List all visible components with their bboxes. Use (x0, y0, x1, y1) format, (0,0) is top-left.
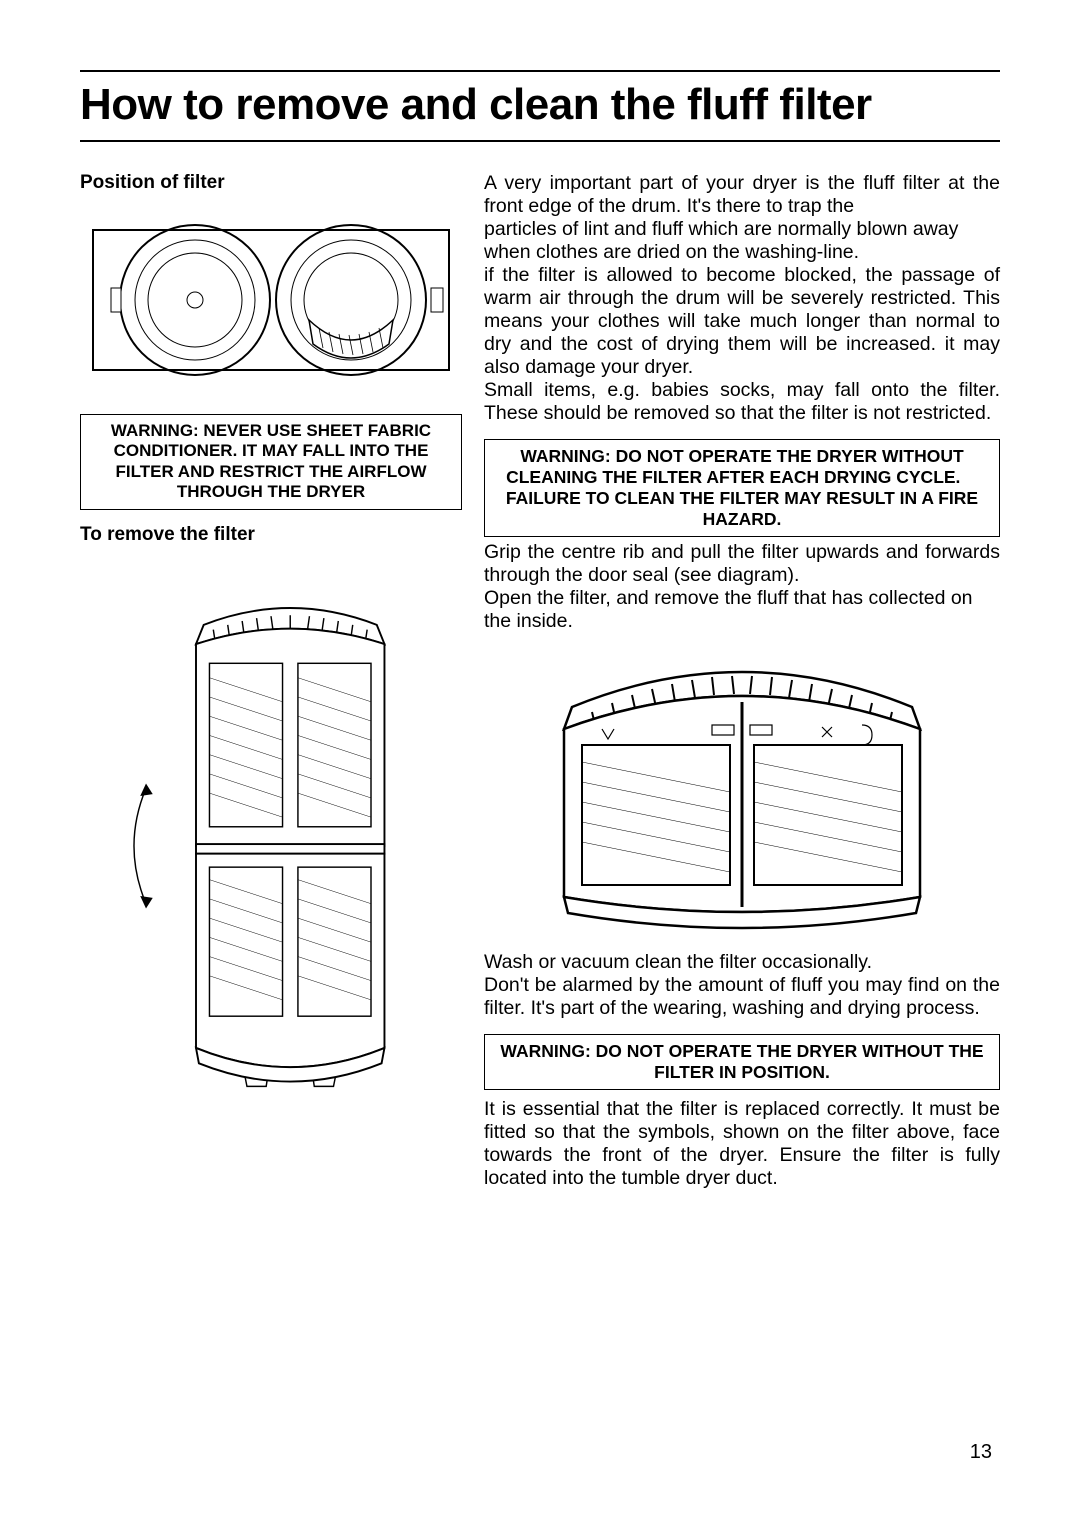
title-rule-box: How to remove and clean the fluff filter (80, 70, 1000, 142)
figure-filter-folded (80, 586, 462, 1106)
intro-para-4: Small items, e.g. babies socks, may fall… (484, 379, 1000, 425)
drum-position-illustration (91, 200, 451, 400)
intro-para-3: if the filter is allowed to become block… (484, 264, 1000, 379)
page-number: 13 (970, 1441, 992, 1464)
subhead-remove: To remove the filter (80, 524, 462, 546)
intro-para-2: particles of lint and fluff which are no… (484, 218, 1000, 264)
wash-para-1: Wash or vacuum clean the filter occasion… (484, 951, 1000, 974)
warning-clean-each-cycle: WARNING: DO NOT OPERATE THE DRYER WITHOU… (484, 439, 1000, 537)
grip-para-2: Open the filter, and remove the fluff th… (484, 587, 1000, 633)
essential-para: It is essential that the filter is repla… (484, 1098, 1000, 1190)
intro-para-1: A very important part of your dryer is t… (484, 172, 1000, 218)
filter-open-illustration (532, 647, 952, 937)
filter-folded-illustration (126, 596, 416, 1096)
subhead-position: Position of filter (80, 172, 462, 194)
warning-filter-in-position: WARNING: DO NOT OPERATE THE DRYER WITHOU… (484, 1034, 1000, 1090)
figure-drum-position (80, 200, 462, 400)
wash-para-2: Don't be alarmed by the amount of fluff … (484, 974, 1000, 1020)
warning-sheet-conditioner: WARNING: NEVER USE SHEET FABRIC CONDITIO… (80, 414, 462, 510)
page-title: How to remove and clean the fluff filter (80, 80, 1000, 130)
left-column: Position of filter (80, 172, 462, 1190)
figure-filter-open (484, 647, 1000, 937)
content-columns: Position of filter (80, 172, 1000, 1190)
right-column: A very important part of your dryer is t… (484, 172, 1000, 1190)
grip-para-1: Grip the centre rib and pull the filter … (484, 541, 1000, 587)
